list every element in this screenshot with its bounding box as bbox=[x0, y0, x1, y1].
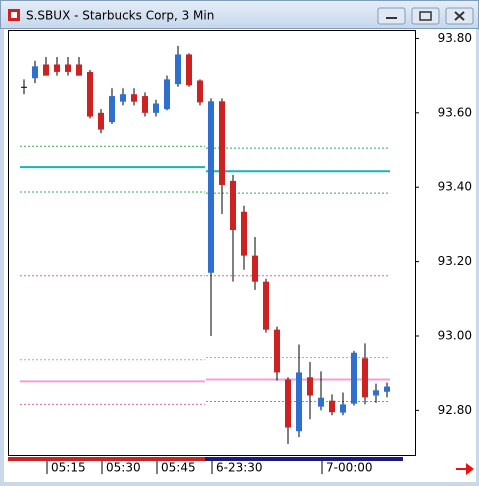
candle-body bbox=[153, 103, 159, 113]
candle-body bbox=[274, 329, 280, 373]
y-tick-label: 93.80 bbox=[438, 31, 472, 45]
candle-body bbox=[263, 281, 269, 330]
period-bar-left bbox=[8, 457, 205, 461]
candle-body bbox=[164, 79, 170, 110]
y-tick-label: 93.00 bbox=[438, 328, 472, 342]
scroll-arrow[interactable] bbox=[456, 463, 474, 475]
candle-body bbox=[329, 400, 335, 413]
window-buttons bbox=[377, 7, 474, 25]
x-tick-label: 05:15 bbox=[51, 461, 86, 475]
candle-body bbox=[219, 101, 225, 185]
candle-body bbox=[43, 64, 49, 76]
candle-body bbox=[373, 390, 379, 396]
candle-body bbox=[362, 358, 368, 398]
candle-body bbox=[142, 96, 148, 113]
x-tick-label: 05:30 bbox=[106, 461, 141, 475]
candle-body bbox=[197, 80, 203, 103]
candle-body bbox=[285, 379, 291, 428]
window-icon-inner bbox=[11, 12, 17, 18]
close-icon bbox=[454, 11, 465, 21]
candle-body bbox=[296, 372, 302, 432]
plot: 92.80 93.00 93.20 93.40 93.60 93.80 05:15 05:30… bbox=[20, 31, 472, 475]
candle-body bbox=[252, 255, 258, 282]
candle-body bbox=[87, 71, 93, 117]
candle-body bbox=[98, 112, 104, 130]
candle-body bbox=[76, 64, 82, 76]
candle-body bbox=[241, 211, 247, 256]
candle-body bbox=[131, 94, 137, 102]
x-tick-label: 6-23:30 bbox=[216, 461, 263, 475]
x-tick-label: 7-00:00 bbox=[326, 461, 373, 475]
candle-body bbox=[318, 397, 324, 407]
y-tick-label: 93.40 bbox=[438, 180, 472, 194]
candle-body bbox=[32, 66, 38, 79]
candle-body bbox=[175, 54, 181, 85]
x-tick-label: 05:45 bbox=[161, 461, 196, 475]
candle-body bbox=[120, 94, 126, 102]
y-tick-label: 93.20 bbox=[438, 254, 472, 268]
candle-body bbox=[54, 64, 60, 72]
period-bar-right bbox=[205, 457, 403, 461]
y-tick-label: 93.60 bbox=[438, 105, 472, 119]
restore-icon bbox=[419, 11, 432, 21]
candle-body bbox=[307, 377, 313, 396]
restore-button[interactable] bbox=[411, 7, 440, 25]
candle-body bbox=[65, 64, 71, 72]
candle-body bbox=[351, 352, 357, 404]
y-tick-label: 92.80 bbox=[438, 403, 472, 417]
candle-body bbox=[186, 54, 192, 86]
minimize-button[interactable] bbox=[377, 7, 406, 25]
candle-body bbox=[384, 386, 390, 392]
candle-body bbox=[340, 404, 346, 413]
window-title: S.SBUX - Starbucks Corp, 3 Min bbox=[26, 9, 214, 23]
candle-body bbox=[208, 101, 214, 273]
candle-body bbox=[21, 86, 27, 88]
candle-body bbox=[109, 96, 115, 123]
candle-body bbox=[230, 180, 236, 230]
